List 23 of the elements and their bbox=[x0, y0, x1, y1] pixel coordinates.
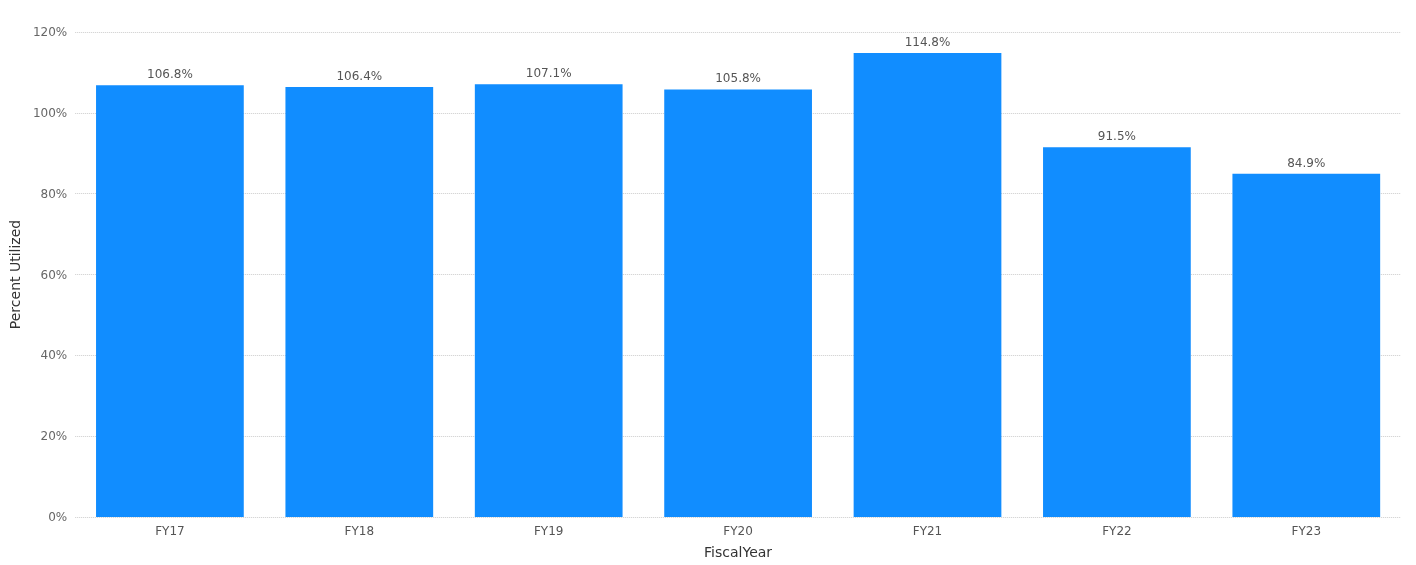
x-tick-label: FY17 bbox=[155, 524, 185, 538]
y-axis-title: Percent Utilized bbox=[7, 219, 23, 330]
x-tick-label: FY23 bbox=[1291, 524, 1322, 538]
data-label: 84.9% bbox=[1287, 155, 1326, 170]
data-label: 114.8% bbox=[904, 35, 951, 50]
data-label: 91.5% bbox=[1097, 129, 1136, 144]
y-tick-label: 120% bbox=[32, 25, 68, 39]
x-tick-label: FY20 bbox=[723, 524, 753, 538]
data-label: 105.8% bbox=[715, 71, 761, 86]
data-label: 107.1% bbox=[525, 66, 572, 81]
y-tick-label: 20% bbox=[40, 429, 68, 444]
y-tick-label: 0% bbox=[48, 510, 68, 524]
data-label: 106.4% bbox=[336, 68, 383, 83]
y-tick-label: 80% bbox=[40, 186, 68, 201]
y-tick-label: 100% bbox=[32, 105, 68, 120]
x-tick-label: FY21 bbox=[912, 524, 943, 538]
x-tick-label: FY19 bbox=[533, 524, 564, 538]
x-tick-label: FY22 bbox=[1102, 524, 1132, 538]
x-axis-title: FiscalYear bbox=[704, 544, 773, 560]
y-tick-label: 40% bbox=[40, 348, 68, 363]
data-label: 106.8% bbox=[147, 67, 193, 82]
x-tick-label: FY18 bbox=[344, 524, 375, 538]
y-tick-label: 60% bbox=[40, 267, 68, 282]
